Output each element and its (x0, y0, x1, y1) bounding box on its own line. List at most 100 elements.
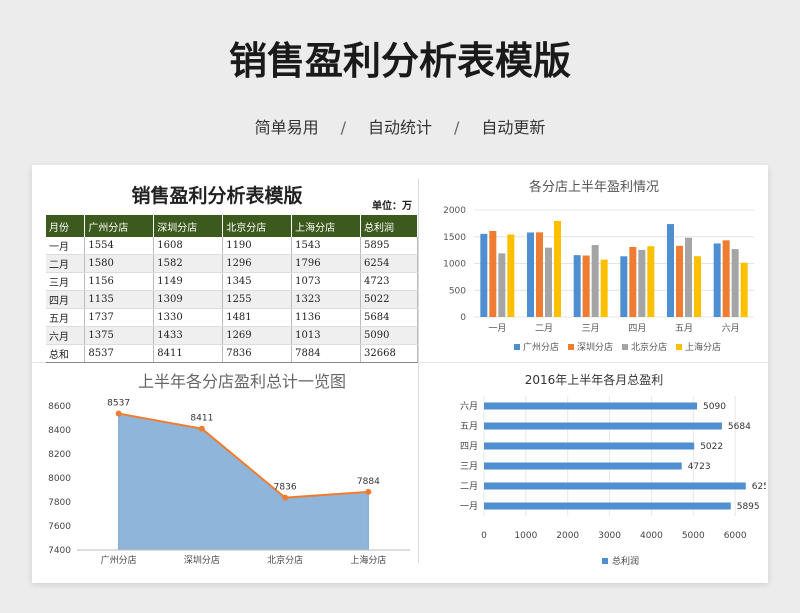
table-cell[interactable]: 1796 (291, 254, 362, 273)
table-cell[interactable]: 8411 (153, 344, 224, 363)
y-tick-label: 8000 (48, 474, 71, 484)
table-cell[interactable]: 32668 (360, 344, 418, 363)
table-cell[interactable]: 5895 (360, 237, 418, 255)
table-cell[interactable]: 四月 (46, 290, 86, 309)
data-label: 5022 (700, 442, 723, 452)
y-tick-label: 一月 (460, 501, 478, 512)
table-cell[interactable]: 1073 (291, 272, 362, 291)
x-tick-label: 三月 (582, 323, 600, 334)
x-tick-label: 0 (481, 531, 487, 541)
chart-title: 上半年各分店盈利总计一览图 (138, 372, 346, 391)
bar (722, 240, 730, 317)
table-cell[interactable]: 5090 (360, 326, 418, 345)
subtitle-item: 自动更新 (481, 118, 546, 137)
bar (545, 247, 552, 317)
y-tick-label: 四月 (460, 441, 478, 452)
bar (480, 233, 488, 317)
table-cell[interactable]: 1580 (84, 254, 155, 273)
table-cell[interactable]: 1296 (222, 254, 293, 273)
bar (507, 234, 515, 317)
y-tick-label: 六月 (460, 400, 478, 412)
table-header-row: 月份 广州分店 深圳分店 北京分店 上海分店 总利润 (46, 215, 418, 237)
data-label: 6254 (752, 482, 766, 492)
subtitle-separator: / (340, 118, 346, 137)
table-header-cell: 总利润 (360, 215, 418, 237)
table-header-cell: 广州分店 (84, 215, 155, 237)
subtitle-item: 简单易用 (254, 118, 319, 137)
x-tick-label: 1000 (514, 531, 537, 541)
table-cell[interactable]: 6254 (360, 254, 418, 273)
legend-label: 广州分店 (523, 341, 559, 353)
table-cell[interactable]: 1330 (153, 308, 224, 327)
legend-label: 上海分店 (685, 341, 721, 353)
table-cell[interactable]: 1156 (84, 272, 155, 291)
table-row: 四月 1135 1309 1255 1323 5022 (46, 290, 418, 309)
bar (740, 262, 748, 317)
legend-swatch (568, 344, 574, 350)
table-row: 一月 1554 1608 1190 1543 5895 (46, 237, 418, 255)
table-row: 总和 8537 8411 7836 7884 32668 (46, 344, 418, 363)
legend-label: 总利润 (612, 555, 639, 567)
table-cell[interactable]: 1136 (291, 308, 362, 327)
data-point (198, 425, 205, 432)
bar (591, 245, 599, 317)
table-cell[interactable]: 六月 (46, 326, 86, 345)
table-cell[interactable]: 1608 (153, 237, 224, 255)
bar (554, 220, 561, 317)
table-cell[interactable]: 1149 (153, 272, 224, 291)
x-tick-label: 广州分店 (101, 554, 137, 566)
table-cell[interactable]: 1269 (222, 326, 293, 345)
table-cell[interactable]: 1543 (291, 237, 362, 255)
table-cell[interactable]: 7836 (222, 344, 293, 363)
table-cell[interactable]: 1190 (222, 237, 293, 255)
table-cell[interactable]: 三月 (46, 272, 86, 291)
table-cell[interactable]: 1323 (291, 290, 362, 309)
y-tick-label: 1000 (443, 260, 466, 270)
table-cell[interactable]: 1013 (291, 326, 362, 345)
bar (573, 255, 581, 317)
y-tick-label: 7400 (48, 546, 71, 556)
table-cell[interactable]: 8537 (84, 344, 155, 363)
table-cell[interactable]: 1582 (153, 254, 224, 273)
table-cell[interactable]: 1433 (153, 326, 224, 345)
table-cell[interactable]: 1135 (84, 290, 155, 309)
table-cell[interactable]: 二月 (46, 254, 86, 273)
series-line (118, 412, 369, 499)
data-label: 8537 (107, 399, 130, 409)
x-tick-label: 3000 (598, 531, 621, 541)
bar (484, 482, 746, 490)
table-cell[interactable]: 4723 (360, 272, 418, 291)
table-cell[interactable]: 五月 (46, 308, 86, 327)
bar (582, 255, 590, 317)
table-cell[interactable]: 1375 (84, 326, 155, 345)
bar (647, 246, 655, 317)
table-row: 五月 1737 1330 1481 1136 5684 (46, 308, 418, 327)
table-header-cell: 上海分店 (291, 215, 362, 237)
table-cell[interactable]: 1345 (222, 272, 293, 291)
data-point (282, 494, 289, 501)
bar (489, 230, 497, 317)
panel-divider-horizontal (32, 362, 768, 363)
x-tick-label: 2000 (556, 531, 579, 541)
y-tick-label: 五月 (460, 421, 478, 432)
data-label: 7884 (357, 477, 380, 487)
table-cell[interactable]: 1737 (84, 308, 155, 327)
data-label: 8411 (190, 414, 213, 424)
y-tick-label: 7600 (48, 522, 71, 532)
table-cell[interactable]: 1554 (84, 237, 155, 255)
table-cell[interactable]: 1255 (222, 290, 293, 309)
subtitle-separator: / (454, 118, 460, 137)
bar (694, 256, 701, 317)
table-cell[interactable]: 1309 (153, 290, 224, 309)
bar (638, 249, 646, 317)
table-cell[interactable]: 总和 (46, 344, 86, 363)
table-cell[interactable]: 5022 (360, 290, 418, 309)
table-header-cell: 深圳分店 (153, 215, 224, 237)
x-tick-label: 深圳分店 (184, 554, 220, 566)
x-tick-label: 6000 (724, 531, 747, 541)
table-cell[interactable]: 1481 (222, 308, 293, 327)
bar (484, 422, 722, 430)
table-cell[interactable]: 7884 (291, 344, 362, 363)
table-cell[interactable]: 一月 (46, 237, 86, 255)
table-cell[interactable]: 5684 (360, 308, 418, 327)
